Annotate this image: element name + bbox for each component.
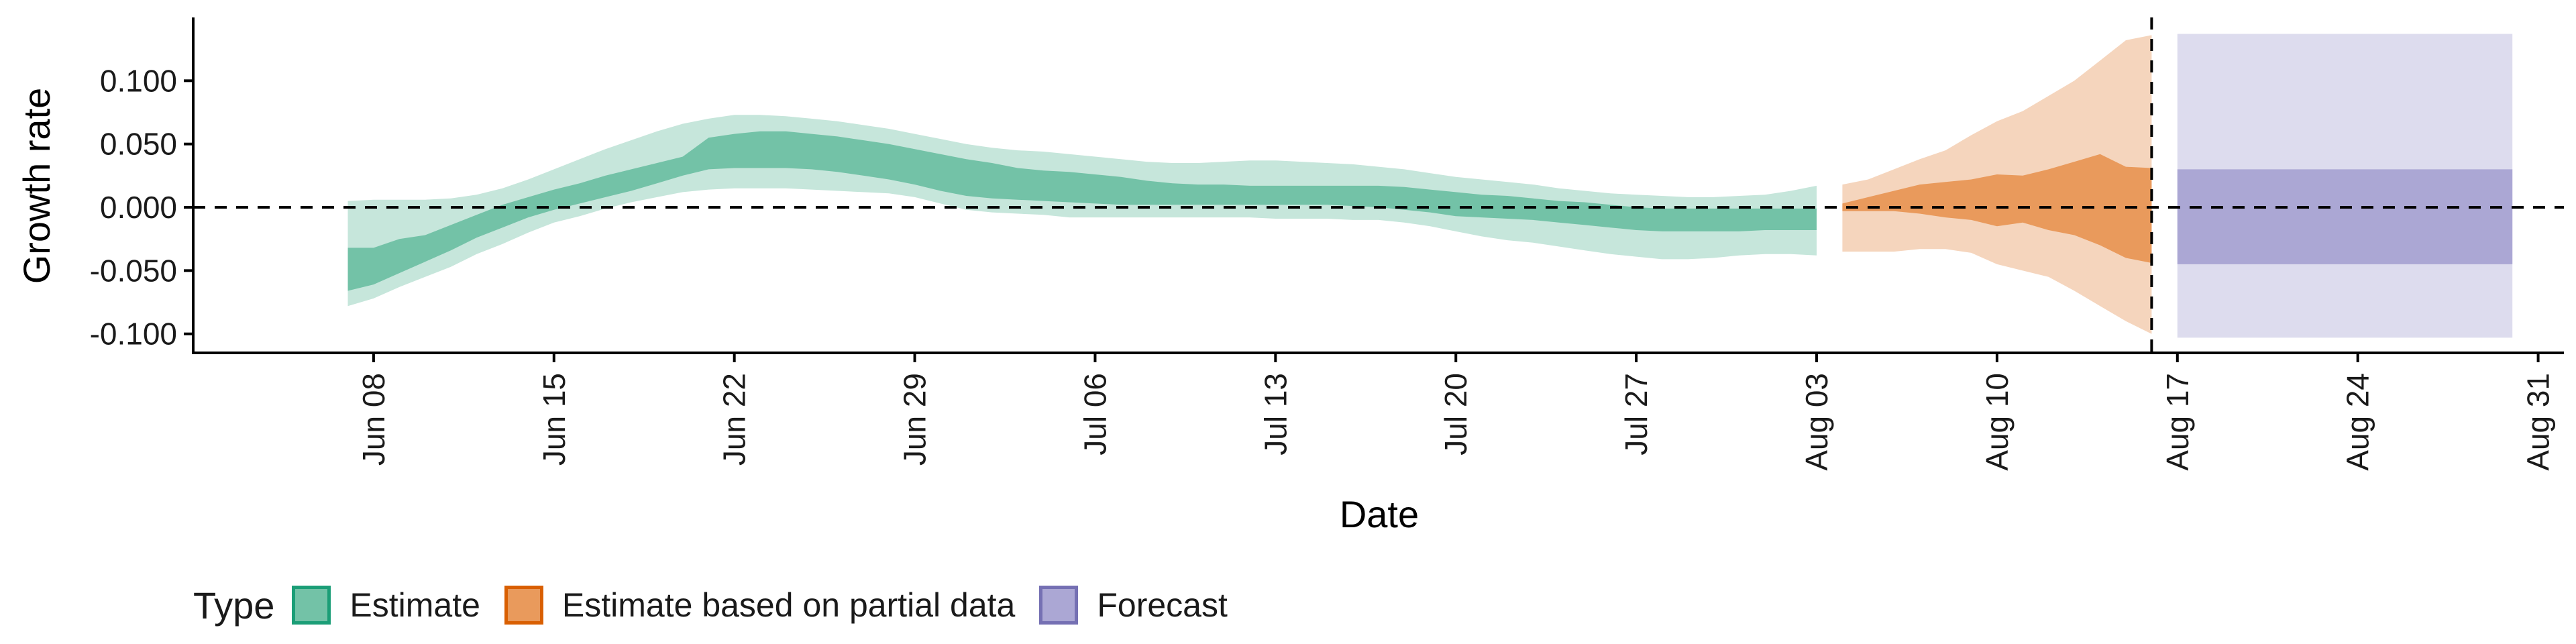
y-tick-label: -0.050 bbox=[90, 253, 177, 288]
forecast-band-50 bbox=[2177, 169, 2513, 264]
chart-bands bbox=[347, 34, 2513, 338]
x-tick-label: Jun 15 bbox=[537, 373, 572, 466]
y-axis-title: Growth rate bbox=[15, 88, 58, 284]
x-tick-label: Aug 31 bbox=[2521, 373, 2556, 471]
legend-label-forecast: Forecast bbox=[1097, 586, 1228, 624]
legend-swatch-estimate bbox=[292, 586, 331, 625]
y-tick-label: 0.050 bbox=[100, 127, 177, 162]
x-tick-label: Aug 03 bbox=[1799, 373, 1834, 471]
x-tick-label: Jun 29 bbox=[898, 373, 932, 466]
x-tick-label: Jun 08 bbox=[356, 373, 391, 466]
growth-rate-chart: -0.100 -0.050 0.000 0.050 0.100 Jun 08 Jun 15… bbox=[15, 17, 2564, 535]
x-tick-label: Jul 20 bbox=[1438, 373, 1473, 455]
x-tick-label: Aug 24 bbox=[2341, 373, 2375, 471]
legend-item-partial-estimate: Estimate based on partial data bbox=[504, 586, 1015, 625]
estimate-band-50 bbox=[347, 131, 1817, 291]
legend-swatch-partial-estimate bbox=[504, 586, 543, 625]
legend-label-estimate: Estimate bbox=[350, 586, 480, 624]
y-axis-ticks: -0.100 -0.050 0.000 0.050 0.100 bbox=[90, 63, 193, 352]
y-tick-label: 0.000 bbox=[100, 190, 177, 225]
x-tick-label: Jul 06 bbox=[1077, 373, 1112, 455]
legend-item-estimate: Estimate bbox=[292, 586, 480, 625]
x-tick-label: Aug 17 bbox=[2160, 373, 2195, 471]
x-axis-title: Date bbox=[1340, 493, 1419, 535]
legend-label-partial-estimate: Estimate based on partial data bbox=[561, 586, 1016, 624]
y-tick-label: 0.100 bbox=[100, 63, 177, 98]
x-tick-label: Jul 13 bbox=[1258, 373, 1293, 455]
legend: Type Estimate Estimate based on partial … bbox=[193, 578, 1252, 632]
legend-item-forecast: Forecast bbox=[1039, 586, 1228, 625]
x-axis-ticks: Jun 08 Jun 15 Jun 22 Jun 29 Jul 06 Jul 13 Jul … bbox=[356, 353, 2556, 471]
x-tick-label: Aug 10 bbox=[1980, 373, 2015, 471]
y-tick-label: -0.100 bbox=[90, 317, 177, 352]
legend-title: Type bbox=[193, 584, 275, 627]
x-tick-label: Jul 27 bbox=[1619, 373, 1654, 455]
legend-swatch-forecast bbox=[1039, 586, 1079, 625]
x-tick-label: Jun 22 bbox=[717, 373, 752, 466]
